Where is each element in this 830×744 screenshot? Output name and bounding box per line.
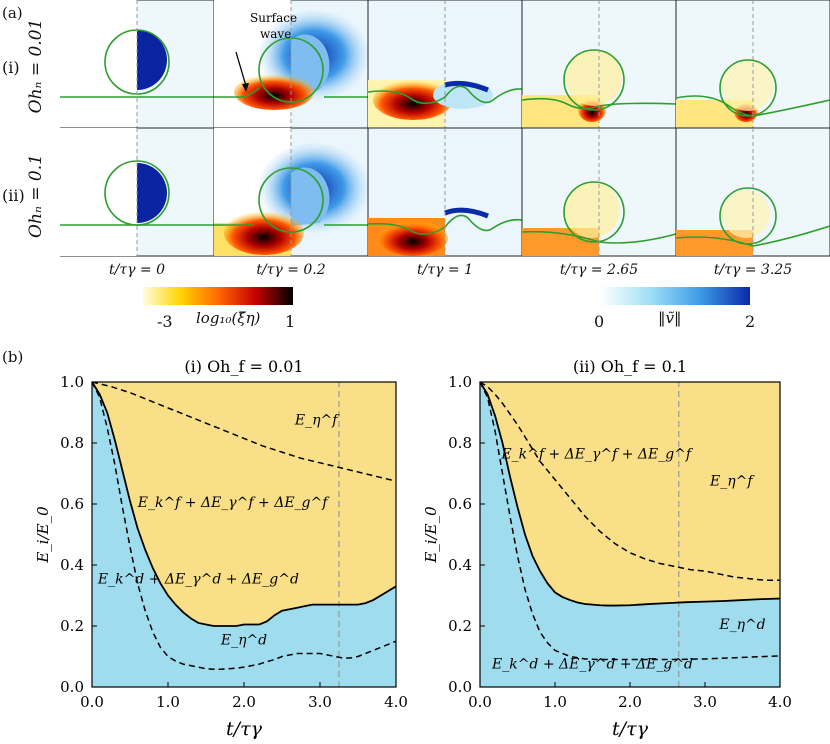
energy-chart-i: 0.0 1.0 2.0 3.0 4.0 0.0 0.2 0.4 0.6 0.8 1.0 (i) Oh_… [34, 357, 408, 740]
x-tick-label: 3.0 [693, 693, 717, 711]
surface-wave-label-1: Surface [250, 11, 297, 25]
energy-annotation: E_k^d + ΔE_γ^d + ΔE_g^d [491, 657, 693, 673]
energy-chart-ii: 0.0 1.0 2.0 3.0 4.0 0.0 0.2 0.4 0.6 0.8 1.0 (ii) Oh… [422, 357, 792, 740]
x-tick-label: 0.0 [468, 693, 492, 711]
snapshot-caption: t/τγ = 0 [109, 262, 165, 278]
y-tick-label: 0.0 [60, 678, 84, 696]
snapshot-frame [213, 127, 369, 257]
x-tick-label: 0.0 [80, 693, 104, 711]
x-axis-label: t/τγ [226, 718, 263, 740]
row-label-i: (i) [2, 58, 20, 77]
snapshot-frame [675, 127, 830, 257]
panel-label-b: (b) [2, 348, 24, 366]
y-tick-label: 1.0 [448, 373, 472, 391]
series-line [91, 381, 397, 671]
y-tick-label: 0.8 [60, 434, 84, 452]
dissipation-colorbar-name: log₁₀(ξ̃η) [196, 309, 261, 327]
snapshot-frame [60, 127, 215, 257]
snapshot-frame [675, 0, 830, 129]
chart-title: (i) Oh_f = 0.01 [184, 357, 303, 376]
y-axis-label: E_i/E_0 [34, 506, 52, 564]
x-tick-label: 4.0 [384, 693, 408, 711]
snapshot-frame [521, 0, 677, 129]
energy-annotation: E_η^f [709, 474, 755, 490]
snapshot-caption: t/τγ = 2.65 [559, 262, 639, 278]
energy-annotation: E_η^d [718, 617, 765, 633]
snapshot-frame [521, 127, 677, 257]
snapshot-row-1: Surface wave [60, 0, 830, 129]
series-line [91, 381, 397, 482]
y-tick-label: 0.4 [60, 556, 84, 574]
y-tick-label: 0.8 [448, 434, 472, 452]
drop-energy-region [480, 382, 780, 687]
panel-label-a: (a) [2, 4, 23, 22]
x-tick-label: 4.0 [768, 693, 792, 711]
row-oh-label-i: Ohₙ = 0.01 [26, 18, 46, 114]
x-axis-label: t/τγ [612, 718, 649, 740]
velocity-colorbar-min: 0 [594, 312, 605, 331]
x-tick-label: 3.0 [308, 693, 332, 711]
surface-wave-label-2: wave [260, 27, 291, 41]
film-energy-region [480, 382, 780, 606]
y-axis-label: E_i/E_0 [422, 506, 440, 564]
velocity-colorbar-max: 2 [745, 312, 756, 331]
x-tick-label: 1.0 [156, 693, 180, 711]
energy-annotation: E_η^f [294, 413, 340, 429]
energy-charts: 0.0 1.0 2.0 3.0 4.0 0.0 0.2 0.4 0.6 0.8 1.0 (i) Oh_… [34, 357, 792, 740]
energy-annotation: E_k^d + ΔE_γ^d + ΔE_g^d [97, 571, 299, 587]
velocity-colorbar [600, 287, 750, 305]
snapshot-caption: t/τγ = 1 [417, 262, 473, 278]
drop-energy-region [92, 382, 396, 687]
series-line [479, 381, 781, 661]
row-oh-label-ii: Ohₙ = 0.1 [26, 154, 46, 238]
series-line [479, 381, 780, 581]
y-tick-label: 0.4 [448, 556, 472, 574]
snapshot-row-2 [60, 127, 830, 257]
dissipation-colorbar-max: 1 [285, 312, 296, 331]
row-label-ii: (ii) [2, 186, 25, 205]
x-tick-label: 2.0 [232, 693, 256, 711]
y-tick-label: 0.6 [448, 495, 472, 513]
snapshot-frame: Surface wave [213, 0, 369, 129]
series-line [479, 381, 781, 607]
chart-title: (ii) Oh_f = 0.1 [573, 357, 687, 376]
snapshot-caption: t/τγ = 3.25 [713, 262, 793, 278]
velocity-colorbar-name: ‖ṽ‖ [658, 309, 682, 327]
series-line [91, 381, 397, 627]
y-tick-label: 0.0 [448, 678, 472, 696]
x-tick-label: 1.0 [543, 693, 567, 711]
snapshot-caption: t/τγ = 0.2 [256, 262, 326, 278]
energy-annotation: E_k^f + ΔE_γ^f + ΔE_g^f [500, 446, 694, 462]
y-tick-label: 0.2 [60, 617, 84, 635]
energy-annotation: E_η^d [220, 632, 267, 648]
snapshot-frame [60, 0, 215, 129]
snapshot-grid: Surface wave [60, 0, 830, 257]
x-tick-label: 2.0 [618, 693, 642, 711]
y-tick-label: 1.0 [60, 373, 84, 391]
dissipation-colorbar [143, 287, 293, 305]
snapshot-frame [367, 0, 523, 129]
energy-annotation: E_k^f + ΔE_γ^f + ΔE_g^f [137, 495, 331, 511]
y-tick-label: 0.6 [60, 495, 84, 513]
dissipation-colorbar-min: -3 [157, 312, 173, 331]
snapshot-frame [367, 127, 523, 257]
film-energy-region [92, 382, 396, 626]
y-tick-label: 0.2 [448, 617, 472, 635]
